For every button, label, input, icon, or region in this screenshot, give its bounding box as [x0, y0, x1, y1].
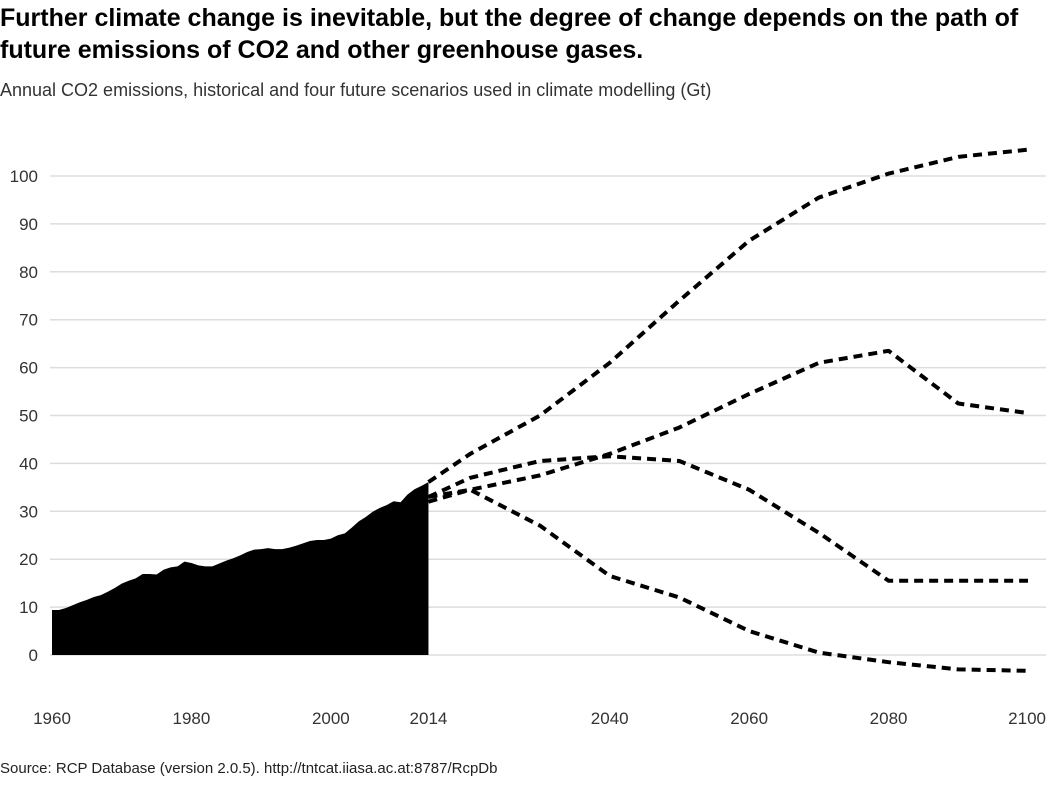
- x-tick-label: 2080: [870, 709, 908, 728]
- scenario-line-4: [427, 487, 1029, 673]
- gridlines: [50, 175, 1046, 656]
- historical-emissions-area: [52, 482, 429, 655]
- x-tick-label: 2060: [730, 709, 768, 728]
- x-tick-label: 1980: [173, 709, 211, 728]
- x-tick-label: 1960: [33, 709, 71, 728]
- chart-title: Further climate change is inevitable, bu…: [0, 4, 1019, 64]
- x-tick-label: 2000: [312, 709, 350, 728]
- scenario-line-1: [427, 147, 1029, 484]
- x-tick-label: 2014: [410, 709, 448, 728]
- y-tick-label: 10: [19, 598, 38, 617]
- y-tick-label: 0: [29, 646, 38, 665]
- y-tick-label: 20: [19, 550, 38, 569]
- source-note: Source: RCP Database (version 2.0.5). ht…: [0, 760, 498, 777]
- x-tick-label: 2100: [1008, 709, 1046, 728]
- historical-area-layer: [52, 482, 429, 655]
- y-tick-label: 70: [19, 311, 38, 330]
- y-tick-label: 80: [19, 263, 38, 282]
- x-axis-ticks: 1960 1980 2000 2014 2040 2060 2080 2100: [33, 709, 1046, 728]
- y-tick-label: 100: [10, 167, 38, 186]
- scenario-lines-layer: [427, 147, 1029, 673]
- y-tick-label: 30: [19, 502, 38, 521]
- chart-subtitle: Annual CO2 emissions, historical and fou…: [0, 80, 712, 100]
- y-tick-label: 60: [19, 359, 38, 378]
- y-tick-label: 90: [19, 215, 38, 234]
- y-tick-label: 50: [19, 407, 38, 426]
- scenario-line-3: [427, 454, 1028, 583]
- x-tick-label: 2040: [591, 709, 629, 728]
- scenario-line-2: [428, 348, 1029, 499]
- y-axis-ticks: 0 10 20 30 40 50 60 70 80 90 100: [10, 167, 38, 665]
- y-tick-label: 40: [19, 454, 38, 473]
